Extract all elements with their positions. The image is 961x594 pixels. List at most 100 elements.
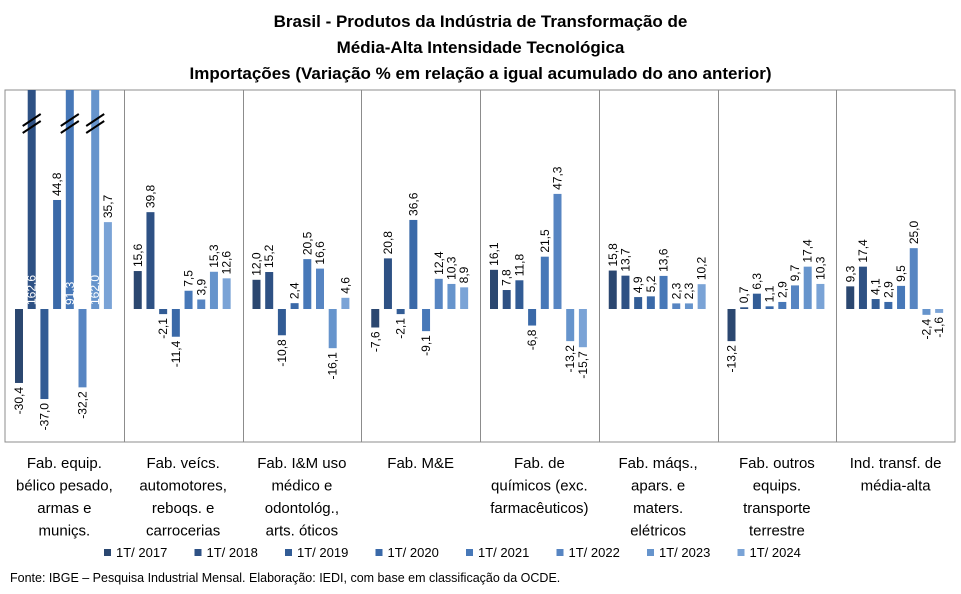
bar [171,309,180,337]
data-label: 47,3 [551,166,565,190]
data-label: 15,3 [207,244,221,268]
bar [566,309,575,342]
data-label: -2,4 [919,319,933,340]
data-label: 8,9 [457,266,471,283]
bar [53,199,62,309]
legend-swatch [647,549,654,556]
bar [909,248,918,309]
bar [209,271,218,309]
bar [634,297,643,309]
bar [277,309,286,336]
data-label: 2,3 [682,282,696,299]
data-label: -13,2 [563,345,577,373]
chart-title-line-2: Média-Alta Intensidade Tecnológica [336,38,625,57]
bar [78,309,87,388]
bar [684,303,693,309]
bar-chart: -30,4 162,6 -37,0 44,8 91,3 -32,2 162,0 35,7 15,… [4,89,956,560]
data-label: 11,8 [512,253,526,276]
category-label: odontológ., [265,500,339,517]
data-label: -13,2 [725,345,739,373]
data-label: 13,6 [657,248,671,272]
legend-entry: 1T/ 2024 [750,545,801,560]
bar [659,275,668,309]
category-label: elétricos [630,523,686,540]
bar [316,268,324,309]
bar [922,309,931,315]
category-label: equips. [753,478,801,495]
bar [490,269,498,309]
data-label: 0,7 [737,286,751,303]
legend-swatch [285,549,292,556]
bar [290,303,299,309]
source-note: Fonte: IBGE – Pesquisa Industrial Mensal… [10,571,561,585]
bar [871,299,880,309]
category-label: maters. [633,500,683,517]
bar [27,90,36,309]
data-label: 9,3 [843,265,857,282]
bar [502,290,511,309]
bar [303,259,312,309]
category-label: terrestre [749,523,805,540]
axis-break-mark [85,120,105,134]
bar [197,299,206,309]
bar [146,212,155,309]
bar [383,258,392,309]
data-label: 36,6 [406,192,420,216]
category-label: Fab. equip. [27,455,102,472]
bar [791,285,799,309]
legend-swatch [737,549,745,556]
data-label: 2,3 [669,282,683,299]
category-label: médico e [271,478,332,495]
category-label: média-alta [861,478,932,495]
legend-swatch [466,549,473,556]
legend-entry: 1T/ 2022 [569,545,620,560]
bar [621,275,630,309]
bar [15,309,23,383]
bar [328,309,337,349]
data-label: -7,6 [368,331,382,352]
bar [935,309,944,313]
axis-break-mark [85,113,105,127]
category-label: arts. óticos [266,523,339,540]
data-label: 91,3 [63,281,77,305]
bar [740,307,749,309]
category-label: automotores, [139,478,227,495]
category-label: Fab. M&E [387,455,454,472]
category-label: bélico pesado, [16,478,113,495]
category-label: Ind. transf. de [850,455,942,472]
data-label: 1,1 [763,285,777,302]
bar [409,219,418,309]
data-label: 15,8 [606,243,620,267]
data-label: -32,2 [76,391,90,419]
bar [846,286,855,309]
category-label: Fab. veícs. [146,455,219,472]
data-label: -2,1 [394,318,408,339]
legend-swatch [556,549,564,556]
bar [396,309,405,315]
bar [371,309,380,328]
data-label: 12,0 [250,252,264,276]
data-label: -16,1 [326,352,340,380]
legend-swatch [375,549,383,556]
legend-entry: 1T/ 2017 [116,545,167,560]
category-label: químicos (exc. [491,478,588,495]
data-label: 15,6 [131,243,145,267]
bar [265,272,274,309]
bar [133,271,142,309]
bar [727,309,736,342]
bar [252,279,261,309]
legend-swatch [104,549,111,556]
data-label: 25,0 [907,220,921,244]
data-label: 44,8 [50,172,64,196]
bar [672,303,681,309]
bar [765,306,774,309]
category-label: armas e [37,500,91,517]
bar [447,283,456,309]
data-label: 20,5 [300,231,314,255]
data-label: 12,6 [220,251,234,275]
category-label: carrocerias [146,523,220,540]
data-label: 162,6 [25,275,39,305]
data-label: 10,2 [695,256,709,280]
axis-break-mark [60,120,80,134]
legend-entry: 1T/ 2021 [478,545,529,560]
